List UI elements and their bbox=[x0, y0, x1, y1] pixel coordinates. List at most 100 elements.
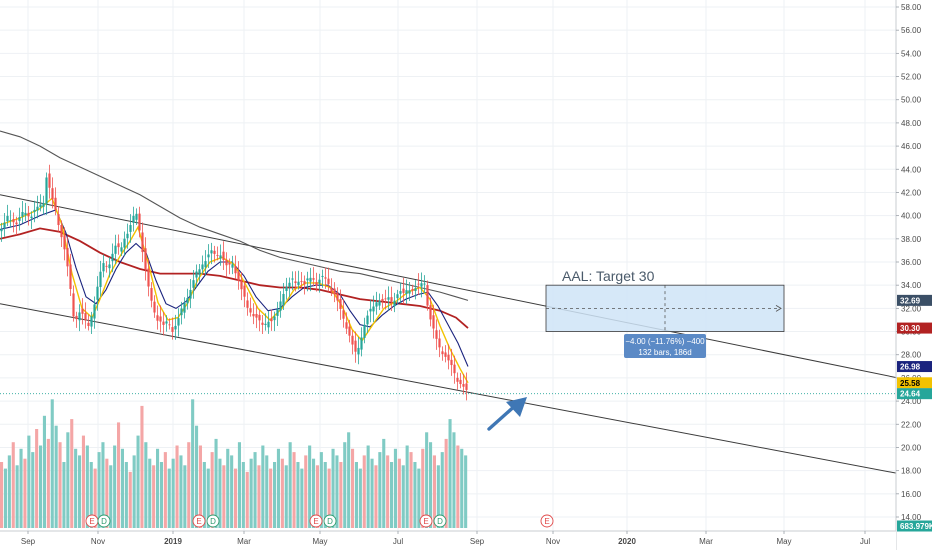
volume-bar bbox=[265, 455, 269, 528]
candle-body bbox=[411, 288, 414, 291]
candle-body bbox=[462, 384, 465, 387]
candle-body bbox=[27, 212, 30, 217]
candle-body bbox=[105, 265, 108, 267]
candle-body bbox=[39, 204, 42, 208]
candle-body bbox=[318, 279, 321, 284]
volume-bar bbox=[327, 468, 331, 528]
volume-bar bbox=[358, 468, 362, 528]
target-annotation[interactable]: AAL: Target 30 bbox=[562, 268, 655, 284]
price-axis[interactable]: 58.00 56.00 54.00 52.00 50.00 48.00 46.00 44.00… bbox=[895, 0, 932, 550]
volume-bar bbox=[401, 465, 405, 528]
candle-body bbox=[234, 266, 237, 274]
marker-circle bbox=[433, 514, 447, 528]
dividend-marker[interactable]: D bbox=[206, 514, 220, 528]
candle-body bbox=[402, 288, 405, 293]
volume-bar bbox=[429, 442, 433, 528]
volume-bar bbox=[148, 458, 152, 528]
dividend-marker[interactable]: D bbox=[433, 514, 447, 528]
volume-bar bbox=[31, 452, 35, 528]
candle-body bbox=[273, 316, 276, 321]
time-tick-label: Nov bbox=[546, 537, 560, 546]
volume-bar bbox=[366, 445, 370, 528]
volume-bar bbox=[195, 425, 199, 528]
candle-body bbox=[408, 290, 411, 294]
volume-bar bbox=[152, 465, 156, 528]
price-tag-label: 26.98 bbox=[900, 363, 921, 372]
candle-body bbox=[201, 264, 204, 270]
earnings-marker[interactable]: E bbox=[540, 514, 554, 528]
price-tick-label: 56.00 bbox=[901, 26, 922, 35]
earnings-marker[interactable]: E bbox=[85, 514, 99, 528]
volume-bar bbox=[460, 448, 464, 528]
channel-lower-line[interactable] bbox=[0, 303, 932, 481]
volume-bar bbox=[280, 458, 284, 528]
candle-body bbox=[108, 264, 111, 269]
price-tag-label: 30.30 bbox=[900, 324, 921, 333]
volume-bar bbox=[382, 438, 386, 528]
price-tag-bg bbox=[897, 361, 932, 373]
candle-body bbox=[369, 308, 372, 312]
volume-bar bbox=[425, 432, 429, 528]
price-tag-label: 683.979K bbox=[900, 522, 932, 531]
candle-body bbox=[252, 314, 255, 317]
volume-bar bbox=[312, 458, 316, 528]
marker-label: D bbox=[101, 517, 107, 526]
candle-body bbox=[285, 286, 288, 292]
volume-bar bbox=[390, 462, 394, 528]
volume-bar bbox=[179, 455, 183, 528]
earnings-marker[interactable]: E bbox=[192, 514, 206, 528]
candle-body bbox=[63, 235, 66, 250]
time-axis[interactable]: Sep Nov 2019 Mar May Jul Sep Nov 2020 Mar May Jul bbox=[0, 530, 896, 550]
candle-body bbox=[135, 213, 138, 220]
volume-bar bbox=[117, 422, 121, 528]
candle-body bbox=[453, 364, 456, 374]
dividend-marker[interactable]: D bbox=[97, 514, 111, 528]
candle-body bbox=[42, 203, 45, 207]
candle-body bbox=[225, 259, 228, 266]
candle-body bbox=[132, 215, 135, 223]
earnings-marker[interactable]: E bbox=[419, 514, 433, 528]
volume-bar bbox=[42, 415, 46, 528]
price-tag-label: 25.58 bbox=[900, 379, 921, 388]
candle-body bbox=[117, 243, 120, 248]
candle-body bbox=[174, 325, 177, 330]
price-tick-label: 24.00 bbox=[901, 397, 922, 406]
channel-upper-line[interactable] bbox=[0, 194, 932, 386]
volume-bar bbox=[171, 458, 175, 528]
measure-tool[interactable]: AAL: Target 30 −4.00 (−11.76%) −400 132 … bbox=[545, 268, 785, 358]
candle-body bbox=[330, 288, 333, 292]
candles bbox=[0, 164, 468, 401]
candle-body bbox=[351, 335, 354, 345]
candle-body bbox=[33, 209, 36, 212]
candle-body bbox=[123, 238, 126, 248]
price-tick-label: 40.00 bbox=[901, 212, 922, 221]
volume-bar bbox=[206, 468, 210, 528]
volume-bar bbox=[124, 462, 128, 528]
dividend-marker[interactable]: D bbox=[323, 514, 337, 528]
candle-body bbox=[456, 377, 459, 382]
marker-circle bbox=[309, 514, 323, 528]
candle-body bbox=[36, 206, 39, 211]
candle-body bbox=[180, 308, 183, 316]
volume-bar bbox=[120, 448, 124, 528]
volume-bar bbox=[292, 452, 296, 528]
candle-body bbox=[423, 283, 426, 285]
marker-circle bbox=[419, 514, 433, 528]
candle-body bbox=[444, 352, 447, 357]
candle-body bbox=[141, 232, 144, 253]
earnings-marker[interactable]: E bbox=[309, 514, 323, 528]
candle-body bbox=[168, 324, 171, 326]
volume-bar bbox=[413, 462, 417, 528]
candle-body bbox=[192, 280, 195, 288]
time-tick-label: Jul bbox=[860, 537, 870, 546]
volume-bar bbox=[249, 458, 253, 528]
volume-bar bbox=[234, 468, 238, 528]
volume-bar bbox=[354, 462, 358, 528]
volume-bar bbox=[436, 465, 440, 528]
volume-bar bbox=[273, 462, 277, 528]
candle-body bbox=[270, 318, 273, 322]
price-tag: 32.69 bbox=[897, 294, 932, 306]
candle-body bbox=[327, 278, 330, 284]
blue-arrow[interactable] bbox=[487, 397, 527, 431]
